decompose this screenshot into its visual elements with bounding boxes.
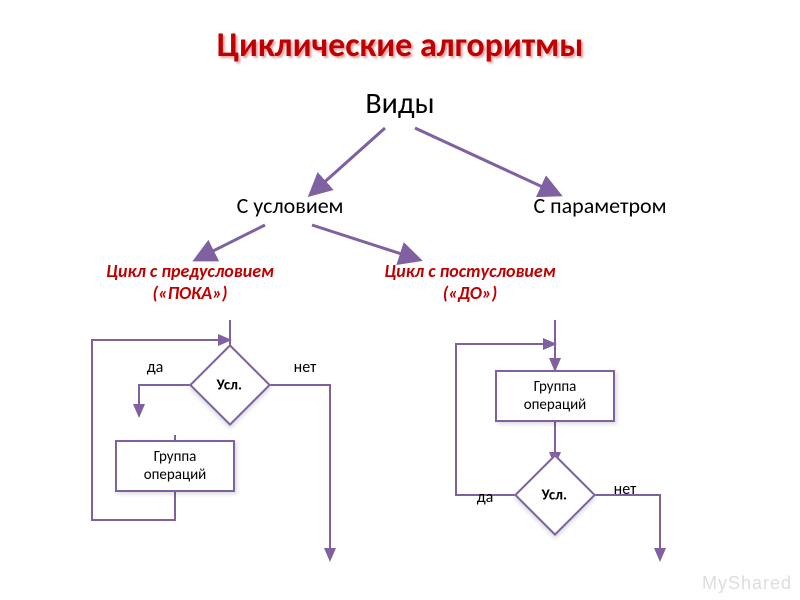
precond-diamond-label: Усл. (202, 377, 256, 395)
precond-yes-label: да (135, 358, 175, 377)
diagram-svg (0, 0, 800, 600)
precond-no-label: нет (285, 358, 325, 377)
precond-rect: Группа операций (115, 440, 235, 492)
postcond-rect-label: Группа операций (524, 378, 587, 414)
precond-rect-label: Группа операций (144, 448, 207, 484)
postcond-diamond-label: Усл. (527, 487, 581, 505)
postcond-yes-label: да (465, 488, 505, 507)
postcond-no-label: нет (605, 480, 645, 499)
watermark: MyShared (702, 573, 792, 594)
postcond-rect: Группа операций (495, 370, 615, 422)
